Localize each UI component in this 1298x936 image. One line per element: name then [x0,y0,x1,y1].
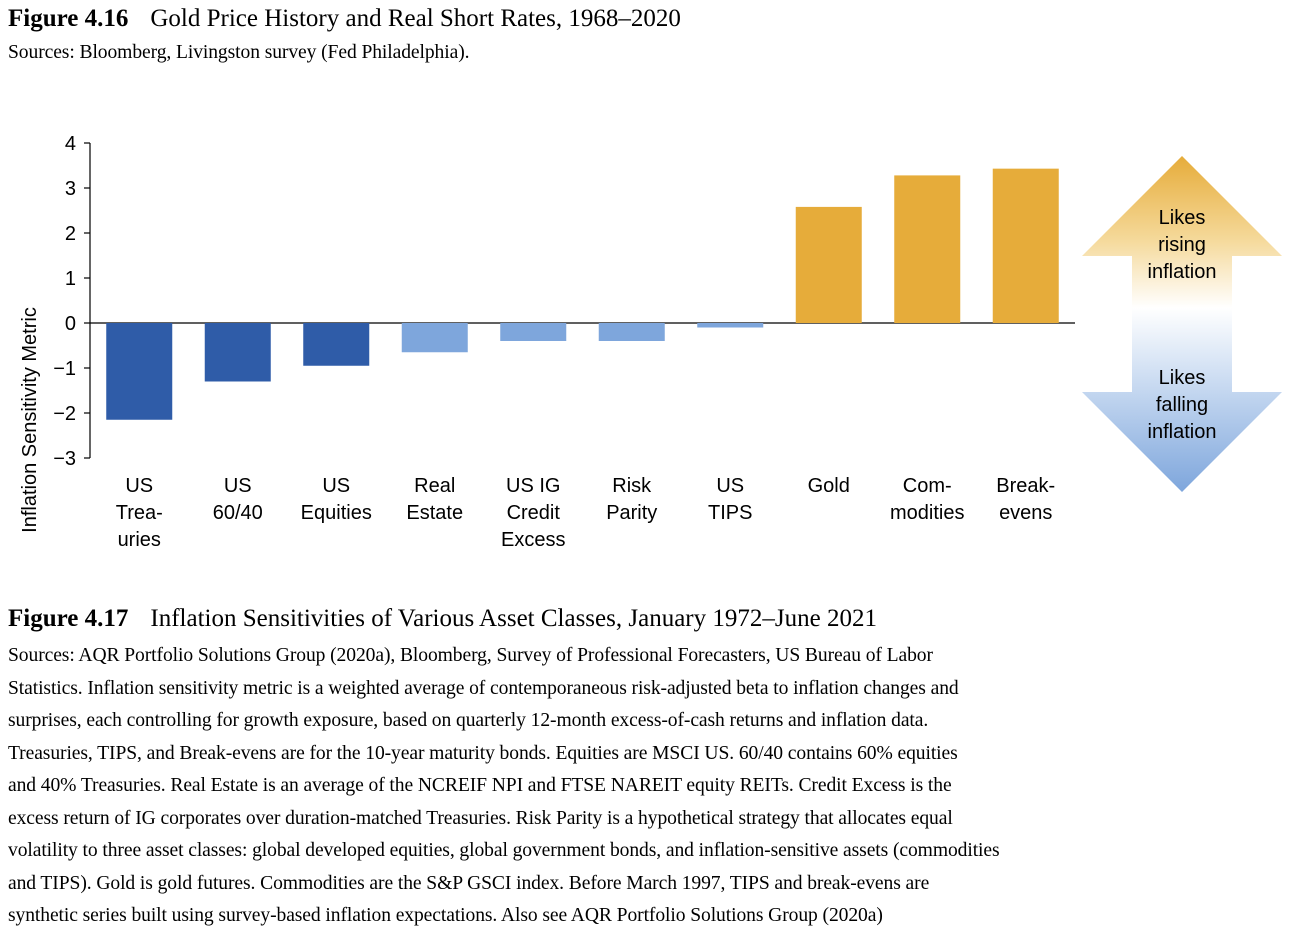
x-tick-label: US [224,475,252,497]
bar [697,323,764,328]
figure-number: Figure 4.17 [8,605,129,632]
x-tick-label: 60/40 [213,502,263,524]
sources-line: volatility to three asset classes: globa… [8,840,1000,861]
x-tick-label: Parity [606,502,657,524]
y-tick-label: −1 [53,358,76,380]
y-tick-label: 4 [65,133,76,155]
x-tick-label: Equities [301,502,372,524]
x-tick-label: Estate [406,502,463,524]
bar [204,323,271,382]
x-tick-label: US [322,475,350,497]
rising-inflation-label: Likes [1159,207,1206,229]
x-tick-label: US IG [506,475,560,497]
bar [303,323,370,366]
rising-inflation-label: rising [1158,234,1206,256]
figure-title: Inflation Sensitivities of Various Asset… [150,605,877,632]
y-tick-label: 2 [65,223,76,245]
sources-line: surprises, each controlling for growth e… [8,710,929,731]
inflation-sensitivity-bar-chart: 4 3 2 1 0 −1 −2 −3 US Trea-uries US 60/40 US Equitie… [19,133,1282,551]
inflation-arrows: Likes rising inflation Likes falling inflatio… [1082,156,1282,492]
sources-line: and TIPS). Gold is gold futures. Commodi… [8,872,930,894]
sources-line: synthetic series built using survey-base… [8,905,883,926]
bar [795,206,862,323]
y-tick-label: −2 [53,403,76,425]
figure-number: Figure 4.16 [8,5,129,32]
bar [500,323,567,341]
rising-inflation-arrow [1082,156,1282,308]
figure-4-17-sources: Sources: AQR Portfolio Solutions Group (… [8,640,1293,933]
bar [598,323,665,341]
x-axis-labels: US Trea-uries US 60/40 US Equities Real Estate U… [116,475,1055,551]
figure-title: Gold Price History and Real Short Rates,… [150,5,681,32]
sources-line: Statistics. Inflation sensitivity metric… [8,677,959,699]
figure-4-16-heading: Figure 4.16 Gold Price History and Real S… [8,4,681,34]
x-tick-label: Com- [903,475,952,497]
x-tick-label: Real [414,475,455,497]
falling-inflation-label: inflation [1148,421,1217,443]
x-tick-label: US [716,475,744,497]
rising-inflation-label: inflation [1148,261,1217,283]
x-tick-label: Gold [808,475,850,497]
x-tick-label: Credit [507,502,561,524]
sources-line: Sources: AQR Portfolio Solutions Group (… [8,645,933,666]
y-tick-label: −3 [53,448,76,470]
figure-4-16-sources: Sources: Bloomberg, Livingston survey (F… [8,42,470,63]
bar [894,175,961,323]
bars [106,168,1059,420]
y-tick-label: 0 [65,313,76,335]
x-tick-label: Break- [996,475,1055,497]
bar [992,168,1059,323]
y-tick-label: 1 [65,268,76,290]
x-tick-label: Excess [501,529,565,551]
falling-inflation-arrow [1082,308,1282,492]
x-tick-label: Risk [612,475,652,497]
sources-line: and 40% Treasuries. Real Estate is an av… [8,775,952,796]
bar [106,323,173,420]
sources-line: excess return of IG corporates over dura… [8,807,953,829]
x-tick-label: evens [999,502,1052,524]
y-tick-label: 3 [65,178,76,200]
y-axis-title: Inflation Sensitivity Metric [19,307,41,533]
x-tick-label: uries [118,529,161,551]
x-tick-label: modities [890,502,964,524]
falling-inflation-label: Likes [1159,367,1206,389]
sources-line: Treasuries, TIPS, and Break-evens are fo… [8,742,958,764]
x-tick-label: US [125,475,153,497]
x-tick-label: Trea- [116,502,163,524]
figure-4-17-heading: Figure 4.17 Inflation Sensitivities of Va… [8,604,877,634]
bar [401,323,468,353]
falling-inflation-label: falling [1156,394,1208,416]
x-tick-label: TIPS [708,502,752,524]
